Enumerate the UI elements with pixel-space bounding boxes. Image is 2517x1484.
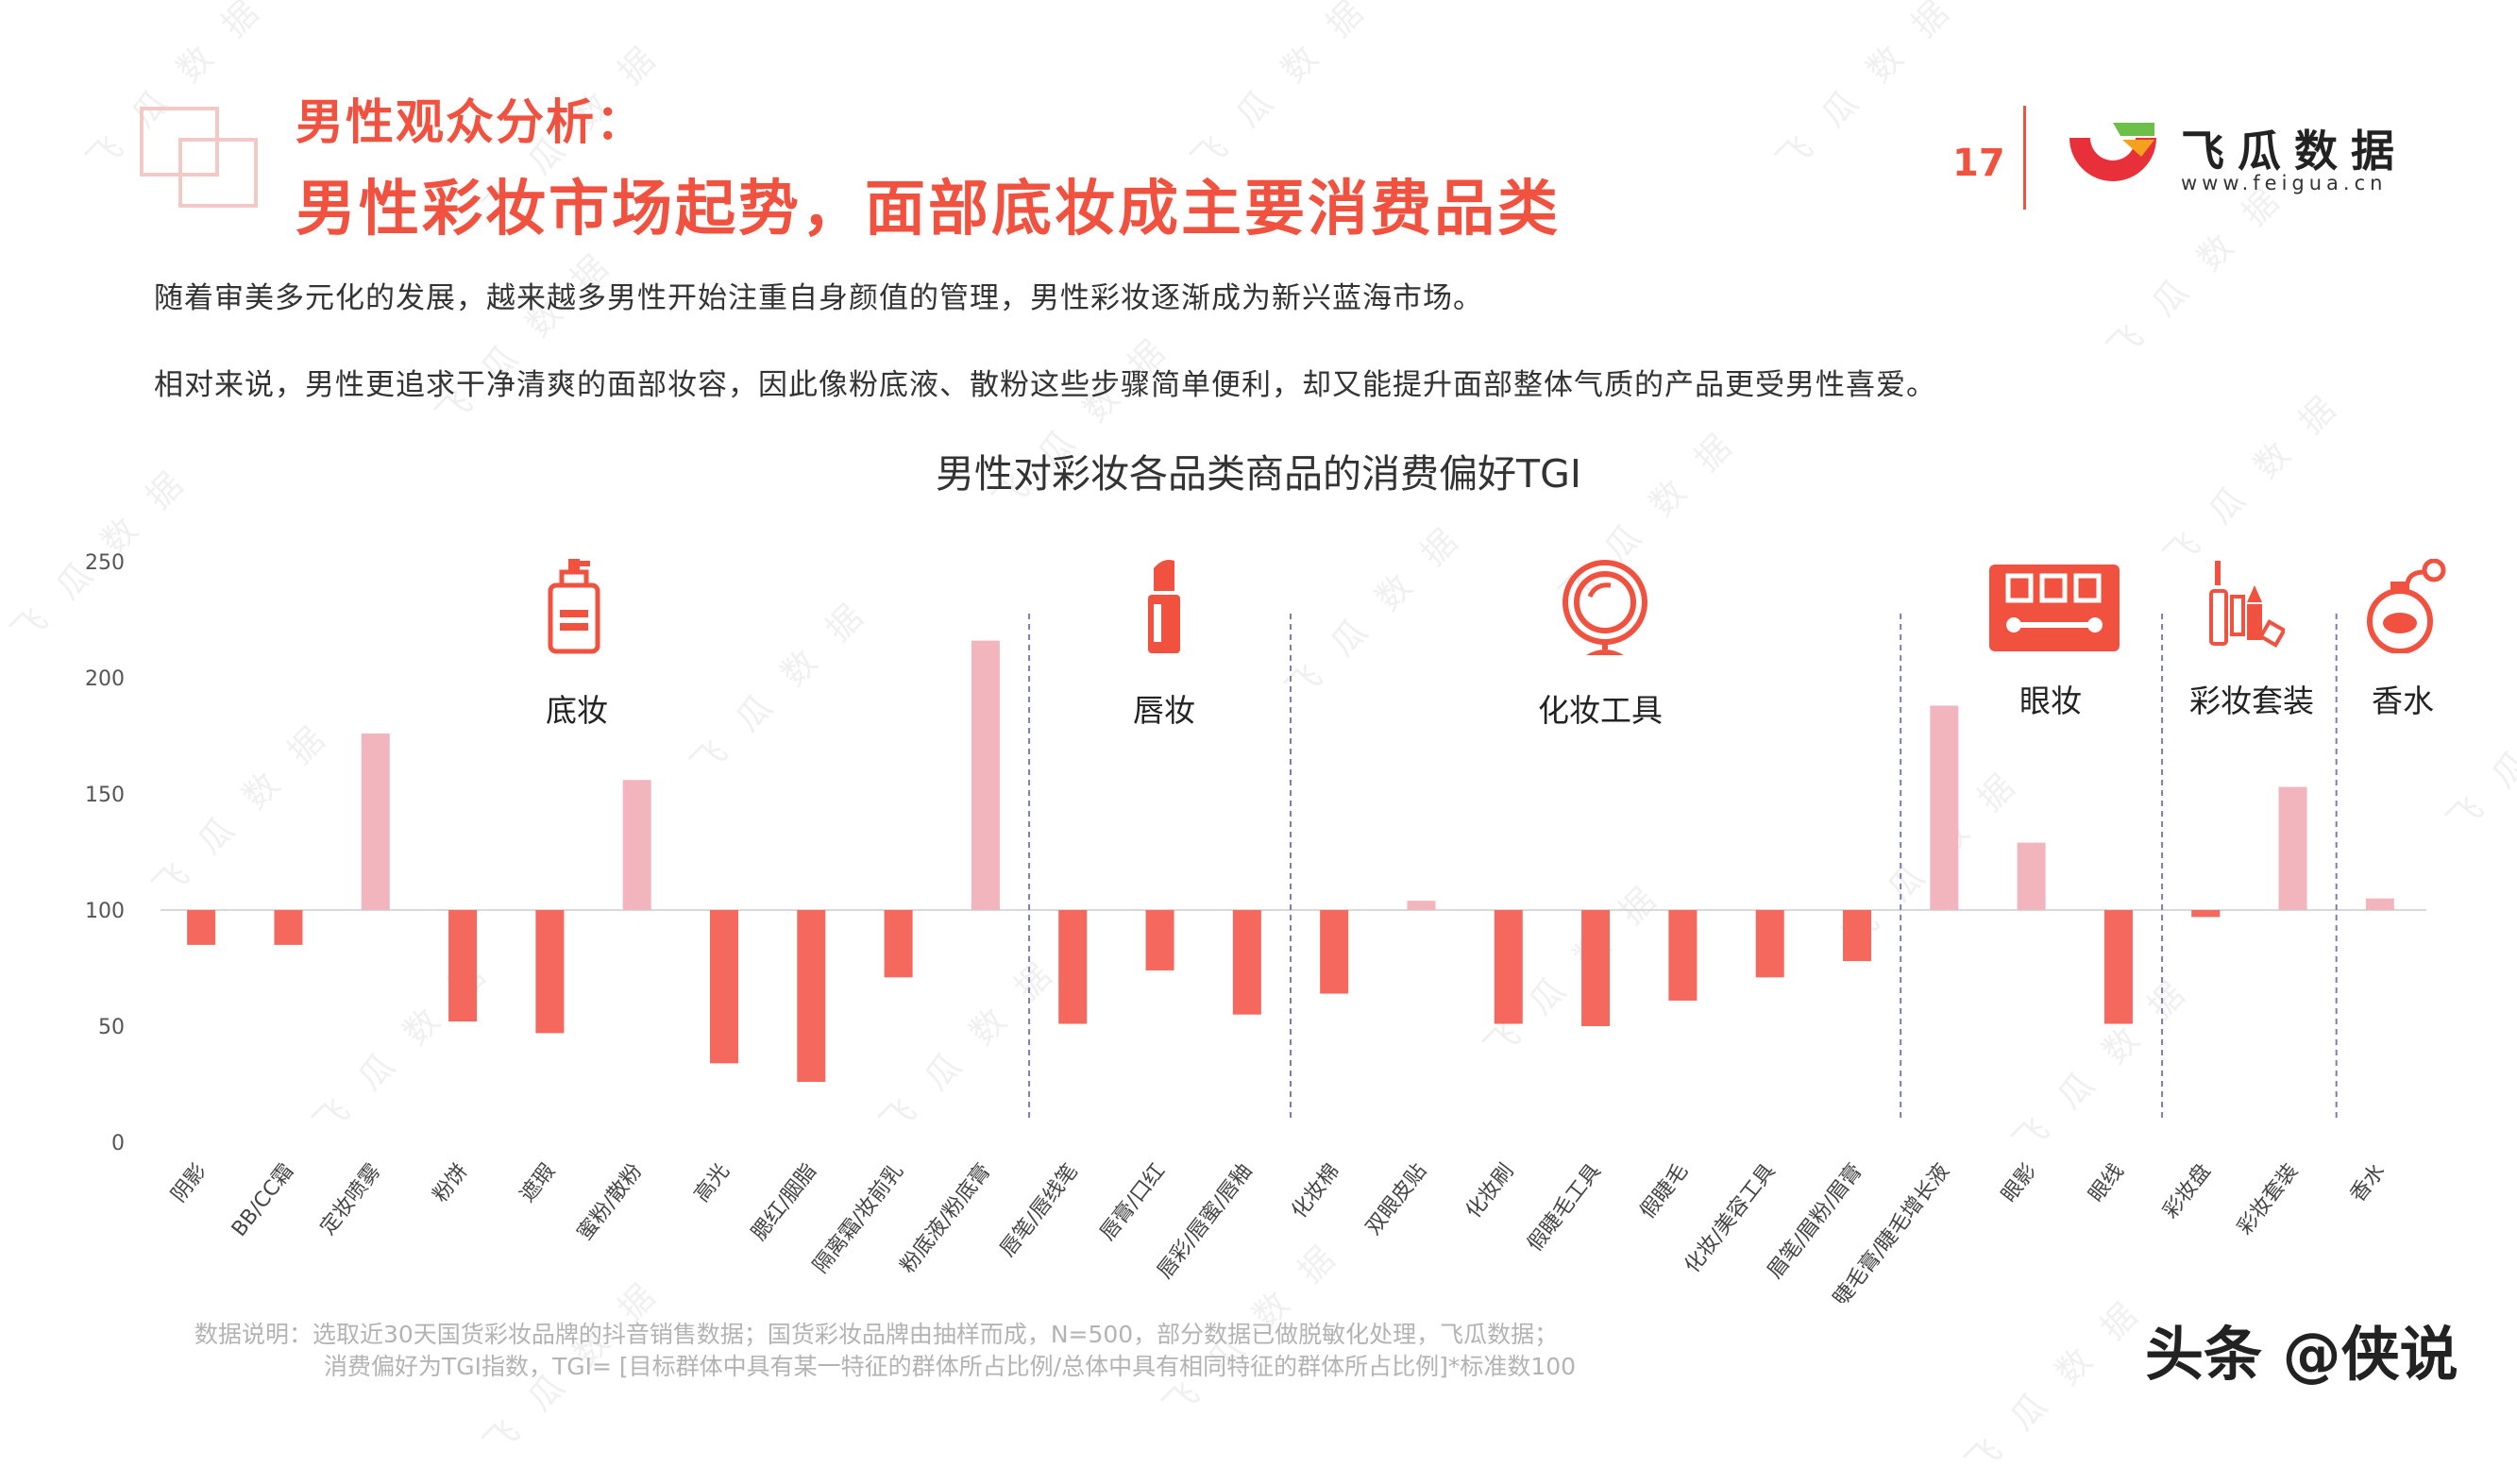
- bar-蜜粉/散粉: [622, 780, 651, 910]
- x-tick-label: 眉笔/眉粉/眉膏: [1764, 1159, 1867, 1283]
- y-tick-label: 250: [85, 551, 125, 575]
- bar-隔离霜/妆前乳: [884, 910, 913, 978]
- bar-眼线: [2103, 910, 2133, 1024]
- y-tick-label: 50: [98, 1016, 125, 1039]
- bar-彩妆套装: [2278, 786, 2307, 910]
- x-tick-label: 唇笔/唇线笔: [996, 1159, 1083, 1261]
- y-tick-label: 150: [85, 784, 125, 807]
- bar-粉饼: [448, 910, 478, 1022]
- bar-睫毛膏/睫毛增长液: [1930, 705, 1959, 910]
- group-label-perfume: 香水: [2372, 683, 2434, 719]
- bar-唇膏/口红: [1145, 910, 1174, 970]
- x-tick-label: 化妆棉: [1288, 1159, 1344, 1223]
- x-tick-label: 蜜粉/散粉: [573, 1159, 647, 1245]
- x-tick-label: 眼影: [1998, 1159, 2042, 1206]
- bar-香水: [2365, 898, 2394, 910]
- y-tick-label: 200: [85, 667, 125, 691]
- divider: [2023, 106, 2026, 210]
- description-line-1: 随着审美多元化的发展，越来越多男性开始注重自身颜值的管理，男性彩妆逐渐成为新兴蓝…: [154, 281, 1483, 315]
- x-tick-label: 遮瑕: [515, 1159, 560, 1206]
- bar-眼影: [2017, 842, 2046, 910]
- x-tick-label: 高光: [690, 1159, 735, 1206]
- x-tick-label: 唇彩/唇蜜/唇釉: [1153, 1159, 1257, 1283]
- description-line-2: 相对来说，男性更追求干净清爽的面部妆容，因此像粉底液、散粉这些步骤简单便利，却又…: [154, 368, 1936, 402]
- x-tick-label: BB/CC霜: [228, 1159, 298, 1241]
- footnote-line-1: 数据说明：选取近30天国货彩妆品牌的抖音销售数据；国货彩妆品牌由抽样而成，N=5…: [194, 1321, 1559, 1348]
- x-tick-label: 隔离霜/妆前乳: [809, 1159, 909, 1277]
- x-tick-label: 香水: [2346, 1159, 2390, 1206]
- bar-假睫毛: [1668, 910, 1698, 1001]
- x-tick-label: 粉饼: [429, 1159, 473, 1206]
- page-number: 17: [1952, 142, 2005, 185]
- bar-唇笔/唇线笔: [1058, 910, 1088, 1024]
- x-tick-label: 双眼皮贴: [1361, 1159, 1431, 1239]
- x-tick-label: 化妆/美容工具: [1681, 1159, 1781, 1277]
- watermark-text: 飞 瓜 数 据: [1958, 1290, 2152, 1483]
- bar-遮瑕: [535, 910, 565, 1034]
- x-axis-labels: 阴影 BB/CC霜 定妆喷雾 粉饼 遮瑕 蜜粉/散粉 高光 腮红/胭脂隔离霜/妆前乳粉底液/粉…: [167, 1159, 2390, 1303]
- x-tick-label: 阴影: [167, 1159, 211, 1206]
- brand-url: www.feigua.cn: [2181, 172, 2388, 194]
- watermark-text: 飞 瓜 数 据: [2100, 176, 2293, 369]
- bar-化妆/美容工具: [1755, 910, 1784, 978]
- y-tick-label: 100: [85, 900, 125, 923]
- x-tick-label: 化妆刷: [1461, 1159, 1518, 1223]
- bar-双眼皮贴: [1407, 901, 1436, 910]
- x-tick-label: 彩妆盘: [2159, 1159, 2216, 1223]
- bar-腮红/胭脂: [797, 910, 826, 1083]
- lipstick-icon: [1148, 560, 1180, 653]
- group-label-set: 彩妆套装: [2189, 683, 2314, 719]
- bar-粉底液/粉底膏: [971, 640, 1000, 910]
- foundation-bottle-icon: [548, 559, 600, 654]
- decorative-square: [178, 138, 258, 208]
- x-tick-label: 定妆喷雾: [316, 1159, 386, 1239]
- x-tick-label: 眼线: [2085, 1159, 2129, 1206]
- makeup-set-icon: [2209, 561, 2285, 649]
- bar-唇彩/唇蜜/唇釉: [1232, 910, 1261, 1015]
- watermark-text: 飞 瓜 数 据: [429, 242, 622, 435]
- section-subtitle: 男性观众分析：: [296, 95, 647, 151]
- group-label-tools: 化妆工具: [1538, 692, 1663, 729]
- x-tick-label: 粉底液/粉底膏: [896, 1159, 996, 1277]
- brand-name: 飞瓜数据: [2181, 126, 2407, 177]
- bars: [187, 640, 2394, 1083]
- x-tick-label: 假睫毛工具: [1523, 1159, 1605, 1256]
- bar-高光: [710, 910, 738, 1064]
- group-separators: [1028, 614, 2338, 1119]
- bar-阴影: [187, 910, 216, 945]
- bar-BB/CC霜: [274, 910, 303, 945]
- bar-化妆棉: [1320, 910, 1349, 994]
- chart-title: 男性对彩妆各品类商品的消费偏好TGI: [936, 451, 1581, 497]
- x-tick-label: 腮红/胭脂: [748, 1159, 821, 1245]
- bar-彩妆盘: [2191, 910, 2221, 918]
- x-tick-label: 唇膏/口红: [1096, 1159, 1170, 1245]
- perfume-icon: [2367, 559, 2446, 653]
- bar-定妆喷雾: [361, 734, 390, 910]
- page-title: 男性彩妆市场起势，面部底妆成主要消费品类: [296, 175, 1561, 245]
- bar-假睫毛工具: [1581, 910, 1611, 1026]
- watermark-text: 飞 瓜 数 据: [1769, 0, 1963, 180]
- source-credit: 头条 @侠说: [2145, 1320, 2458, 1389]
- group-label-foundation: 底妆: [546, 692, 608, 729]
- group-label-eye: 眼妆: [2019, 683, 2082, 719]
- x-tick-label: 假睫毛: [1636, 1159, 1693, 1223]
- y-tick-label: 0: [111, 1132, 125, 1155]
- tgi-bar-chart: 0 50 100 150 200 250 阴影 BB/CC霜 定妆喷雾 粉饼 遮瑕 蜜粉/散粉 高光腮…: [85, 551, 2426, 1303]
- x-tick-label: 彩妆套装: [2233, 1159, 2303, 1239]
- eyeshadow-palette-icon: [1989, 565, 2120, 651]
- bar-眉笔/眉粉/眉膏: [1843, 910, 1871, 962]
- bar-化妆刷: [1494, 910, 1523, 1024]
- brand-logo-icon: [2069, 123, 2156, 181]
- mirror-icon: [1563, 560, 1647, 655]
- group-label-lip: 唇妆: [1133, 692, 1195, 729]
- footnote-line-2: 消费偏好为TGI指数，TGI= [目标群体中具有某一特征的群体所占比例/总体中具…: [324, 1353, 1577, 1380]
- watermark-text: 飞 瓜 数 据: [1184, 0, 1377, 180]
